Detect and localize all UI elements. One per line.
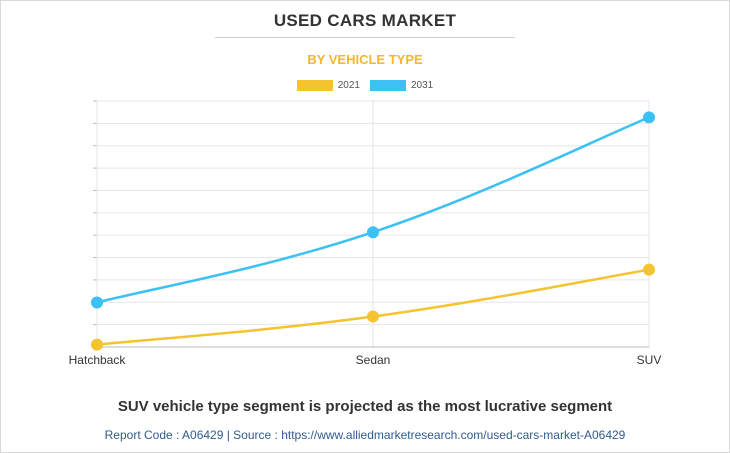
data-point-2031-hatchback <box>91 296 103 309</box>
caption: SUV vehicle type segment is projected as… <box>117 398 613 415</box>
x-tick-label-hatchback: Hatchback <box>69 353 127 367</box>
x-axis-ticks: Hatchback Sedan SUV <box>69 353 662 367</box>
source-line[interactable]: Report Code : A06429 | Source : https://… <box>104 428 626 442</box>
legend-item-2021[interactable]: 2021 <box>296 80 360 91</box>
chart-title: USED CARS MARKET <box>273 11 457 30</box>
x-tick-label-sedan: Sedan <box>356 353 391 367</box>
data-point-2021-sedan <box>367 310 379 323</box>
legend-label-2031: 2031 <box>411 80 434 91</box>
grid <box>93 100 650 348</box>
data-point-2031-suv <box>643 111 655 124</box>
series-points <box>91 111 655 351</box>
legend-swatch-2031 <box>370 80 406 91</box>
legend: 2021 2031 <box>0 80 730 91</box>
legend-item-2031[interactable]: 2031 <box>370 80 433 91</box>
chart-subtitle: BY VEHICLE TYPE <box>307 52 423 67</box>
legend-label-2021: 2021 <box>337 80 360 91</box>
legend-swatch-2021 <box>296 80 333 91</box>
x-tick-label-suv: SUV <box>637 353 662 367</box>
title-divider <box>215 37 515 38</box>
data-point-2021-hatchback <box>91 338 103 351</box>
data-point-2021-suv <box>643 263 655 276</box>
data-point-2031-sedan <box>367 226 379 239</box>
